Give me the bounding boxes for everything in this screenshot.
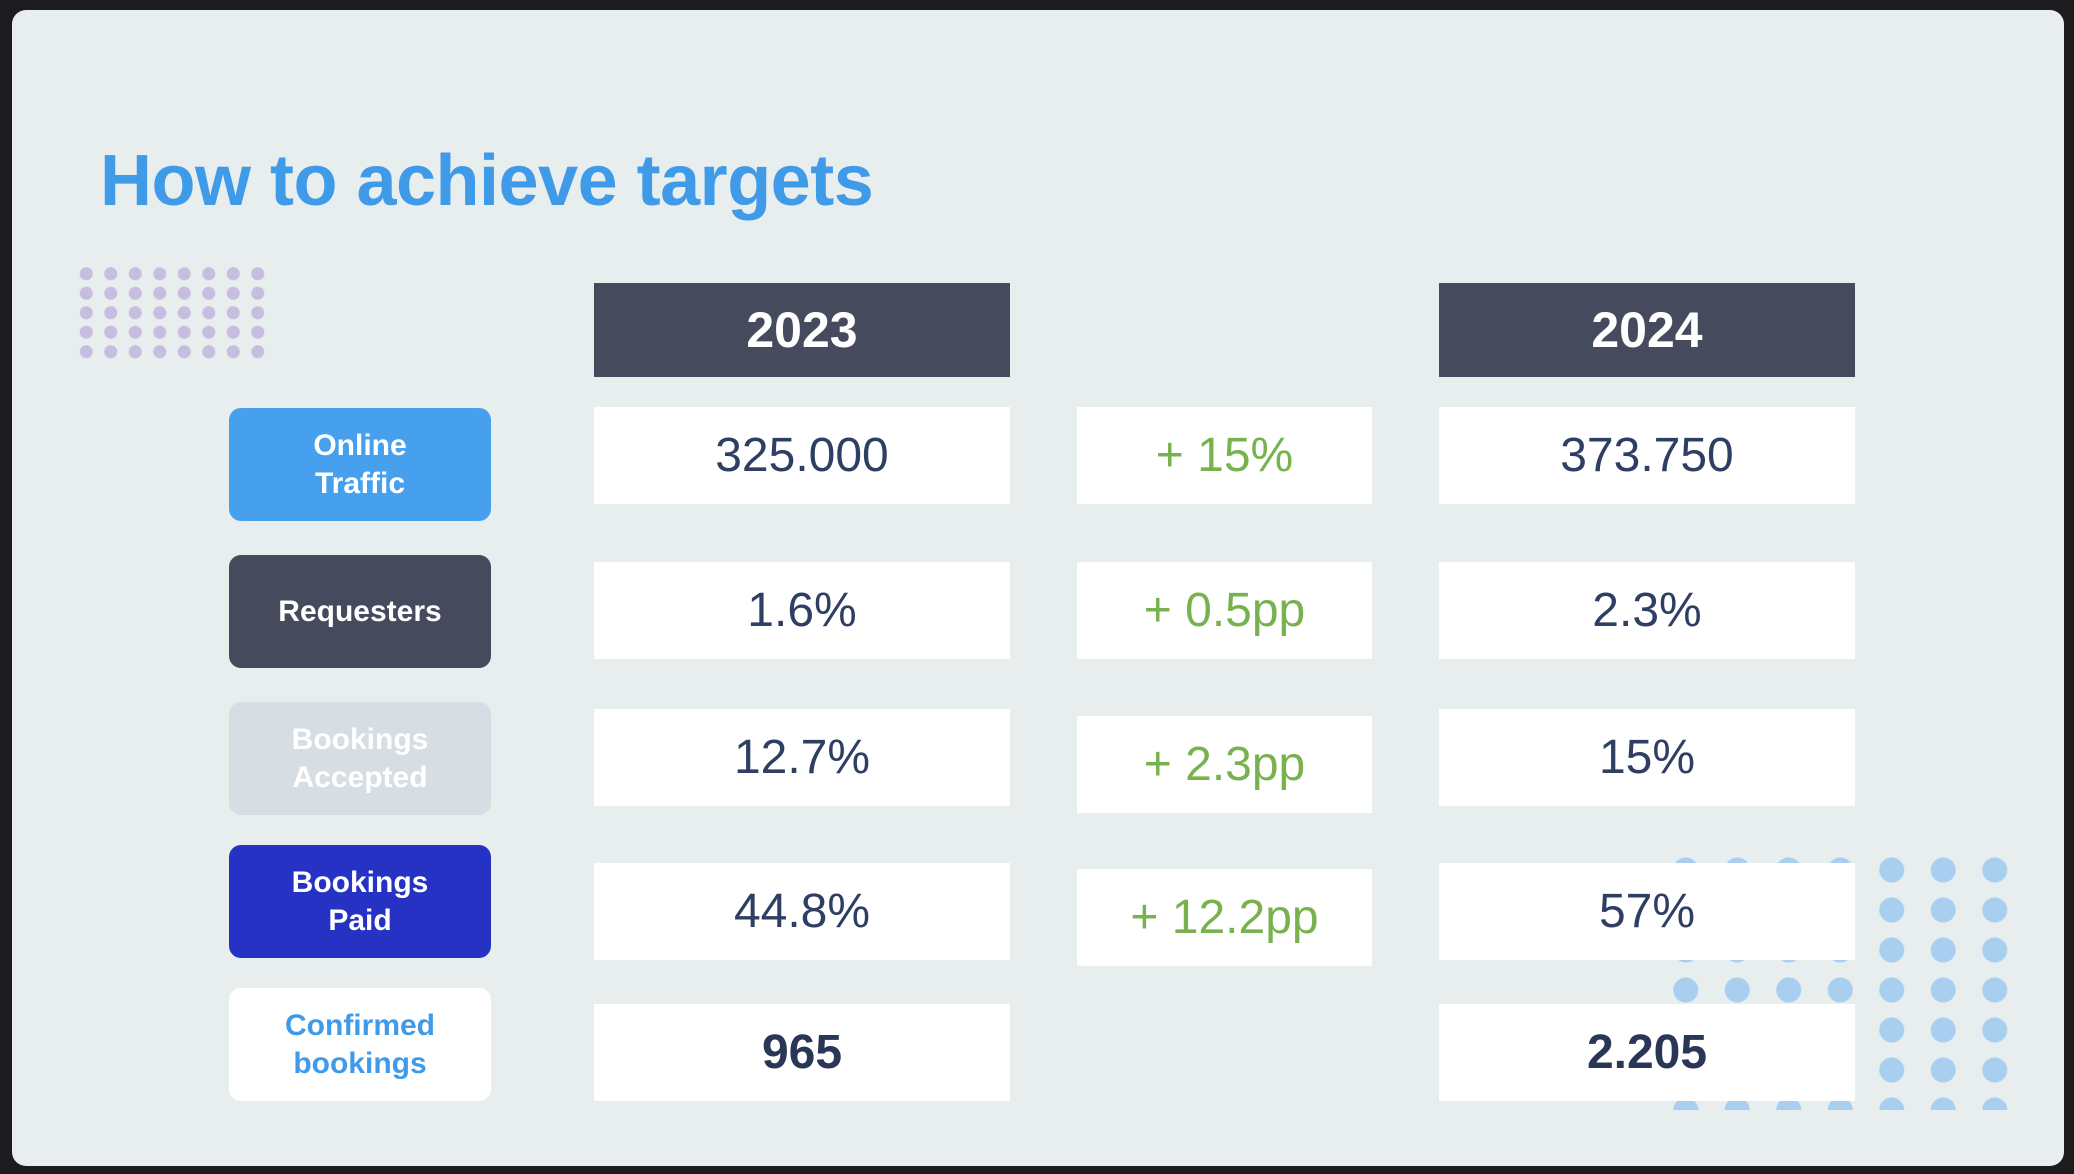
slide-title: How to achieve targets <box>100 141 874 221</box>
row-label-text: Requesters <box>278 594 442 628</box>
value-2024-bookings-paid: 57% <box>1439 863 1855 960</box>
row-label-confirmed-bookings: Confirmed bookings <box>229 988 491 1101</box>
value-2023-bookings-accepted: 12.7% <box>594 709 1010 806</box>
delta-bookings-paid: + 12.2pp <box>1077 869 1372 966</box>
decorative-dots-purple <box>74 264 274 364</box>
value-2024-bookings-accepted: 15% <box>1439 709 1855 806</box>
value-2023-online-traffic: 325.000 <box>594 407 1010 504</box>
value-2024-confirmed-bookings: 2.205 <box>1439 1004 1855 1101</box>
column-header-2024: 2024 <box>1439 283 1855 377</box>
row-label-text: Online Traffic <box>313 429 407 500</box>
value-2024-online-traffic: 373.750 <box>1439 407 1855 504</box>
row-label-online-traffic: Online Traffic <box>229 408 491 521</box>
value-2023-bookings-paid: 44.8% <box>594 863 1010 960</box>
delta-bookings-accepted: + 2.3pp <box>1077 716 1372 813</box>
row-label-text: Bookings Accepted <box>291 723 429 794</box>
row-label-bookings-accepted: Bookings Accepted <box>229 702 491 815</box>
row-label-text: Bookings Paid <box>291 866 429 937</box>
slide: How to achieve targets 2023 2024 Online … <box>12 10 2064 1166</box>
row-label-text: Confirmed bookings <box>285 1009 435 1080</box>
delta-online-traffic: + 15% <box>1077 407 1372 504</box>
row-label-requesters: Requesters <box>229 555 491 668</box>
row-label-bookings-paid: Bookings Paid <box>229 845 491 958</box>
column-header-2023: 2023 <box>594 283 1010 377</box>
value-2023-requesters: 1.6% <box>594 562 1010 659</box>
value-2024-requesters: 2.3% <box>1439 562 1855 659</box>
delta-requesters: + 0.5pp <box>1077 562 1372 659</box>
value-2023-confirmed-bookings: 965 <box>594 1004 1010 1101</box>
